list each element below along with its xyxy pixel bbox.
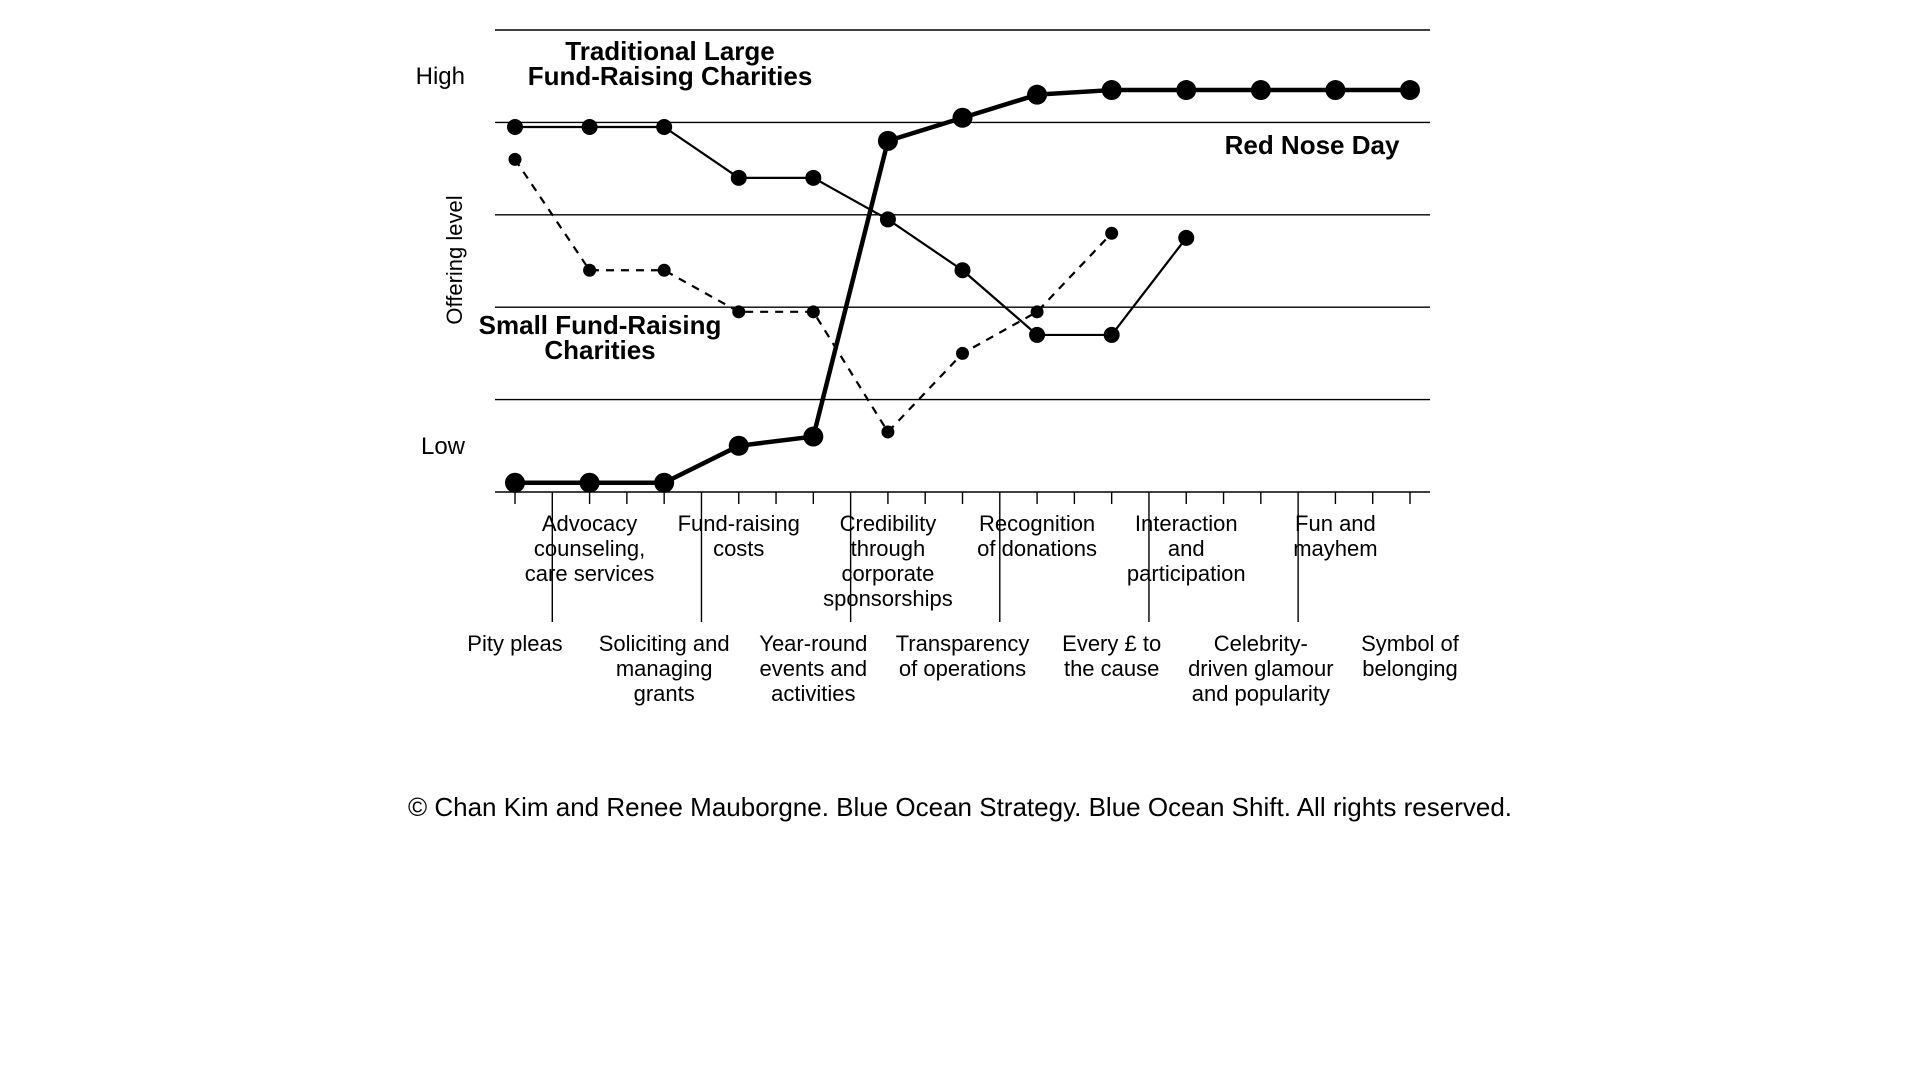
series-marker-rednose: [878, 131, 898, 151]
series-marker-traditional: [1178, 230, 1194, 246]
series-marker-traditional: [955, 262, 971, 278]
series-line-small: [515, 159, 1112, 432]
category-label-lower: Celebrity-: [1214, 631, 1308, 656]
category-label-upper: mayhem: [1293, 536, 1377, 561]
series-marker-small: [1105, 227, 1118, 240]
series-marker-small: [956, 347, 969, 360]
category-label-upper: of donations: [977, 536, 1097, 561]
series-marker-rednose: [953, 108, 973, 128]
series-marker-rednose: [1251, 80, 1271, 100]
category-label-lower: grants: [634, 681, 695, 706]
category-label-lower: the cause: [1064, 656, 1159, 681]
y-tick-label: High: [416, 63, 465, 90]
series-marker-rednose: [1400, 80, 1420, 100]
strategy-canvas-svg: High Low Offering level Advocacycounseling,…: [240, 20, 1680, 780]
category-label-upper: Interaction: [1135, 511, 1238, 536]
category-label-upper: Recognition: [979, 511, 1095, 536]
series-marker-rednose: [1176, 80, 1196, 100]
category-label-lower: Soliciting and: [599, 631, 730, 656]
category-label-lower: Symbol of: [1361, 631, 1460, 656]
category-label-upper: counseling,: [534, 536, 645, 561]
series-marker-small: [509, 153, 522, 166]
series-marker-small: [1031, 305, 1044, 318]
category-label-upper: participation: [1127, 561, 1246, 586]
category-label-upper: Fun and: [1295, 511, 1376, 536]
series-line-traditional: [515, 127, 1186, 335]
page: High Low Offering level Advocacycounseling,…: [0, 0, 1920, 1080]
category-label-lower: Every £ to: [1062, 631, 1161, 656]
y-axis-label: Offering level: [442, 195, 467, 324]
series-marker-rednose: [1102, 80, 1122, 100]
series-marker-traditional: [805, 170, 821, 186]
series-marker-traditional: [507, 119, 523, 135]
category-label-lower: activities: [771, 681, 855, 706]
series-marker-traditional: [880, 211, 896, 227]
series-marker-traditional: [1104, 327, 1120, 343]
category-label-lower: events and: [760, 656, 868, 681]
series-marker-small: [881, 425, 894, 438]
category-label-upper: Credibility: [840, 511, 937, 536]
copyright-text: © Chan Kim and Renee Mauborgne. Blue Oce…: [240, 792, 1680, 823]
series-marker-traditional: [582, 119, 598, 135]
category-label-upper: through: [851, 536, 926, 561]
strategy-canvas-figure: High Low Offering level Advocacycounseling,…: [240, 20, 1680, 830]
category-label-lower: managing: [616, 656, 713, 681]
series-marker-rednose: [654, 473, 674, 493]
category-label-lower: belonging: [1362, 656, 1457, 681]
category-label-upper: costs: [713, 536, 764, 561]
series-marker-rednose: [505, 473, 525, 493]
category-label-upper: corporate: [841, 561, 934, 586]
category-label-upper: sponsorships: [823, 586, 953, 611]
series-marker-rednose: [580, 473, 600, 493]
category-label-upper: care services: [525, 561, 655, 586]
series-label-rednose: Red Nose Day: [1225, 130, 1400, 160]
series-marker-small: [658, 264, 671, 277]
series-marker-rednose: [1027, 85, 1047, 105]
category-label-lower: and popularity: [1192, 681, 1330, 706]
series-label-traditional: Fund-Raising Charities: [528, 61, 813, 91]
category-label-upper: Advocacy: [542, 511, 637, 536]
series-marker-traditional: [1029, 327, 1045, 343]
category-label-upper: and: [1168, 536, 1205, 561]
series-marker-rednose: [729, 436, 749, 456]
category-label-upper: Fund-raising: [678, 511, 800, 536]
series-marker-small: [583, 264, 596, 277]
category-label-lower: Pity pleas: [467, 631, 562, 656]
series-marker-traditional: [731, 170, 747, 186]
series-marker-rednose: [803, 427, 823, 447]
series-marker-small: [732, 305, 745, 318]
y-tick-label: Low: [421, 433, 466, 460]
series-label-small: Charities: [544, 335, 655, 365]
series-marker-small: [807, 305, 820, 318]
series-marker-rednose: [1325, 80, 1345, 100]
series-marker-traditional: [656, 119, 672, 135]
category-label-lower: driven glamour: [1188, 656, 1334, 681]
category-label-lower: Year-round: [759, 631, 867, 656]
category-label-lower: of operations: [899, 656, 1026, 681]
category-label-lower: Transparency: [896, 631, 1030, 656]
